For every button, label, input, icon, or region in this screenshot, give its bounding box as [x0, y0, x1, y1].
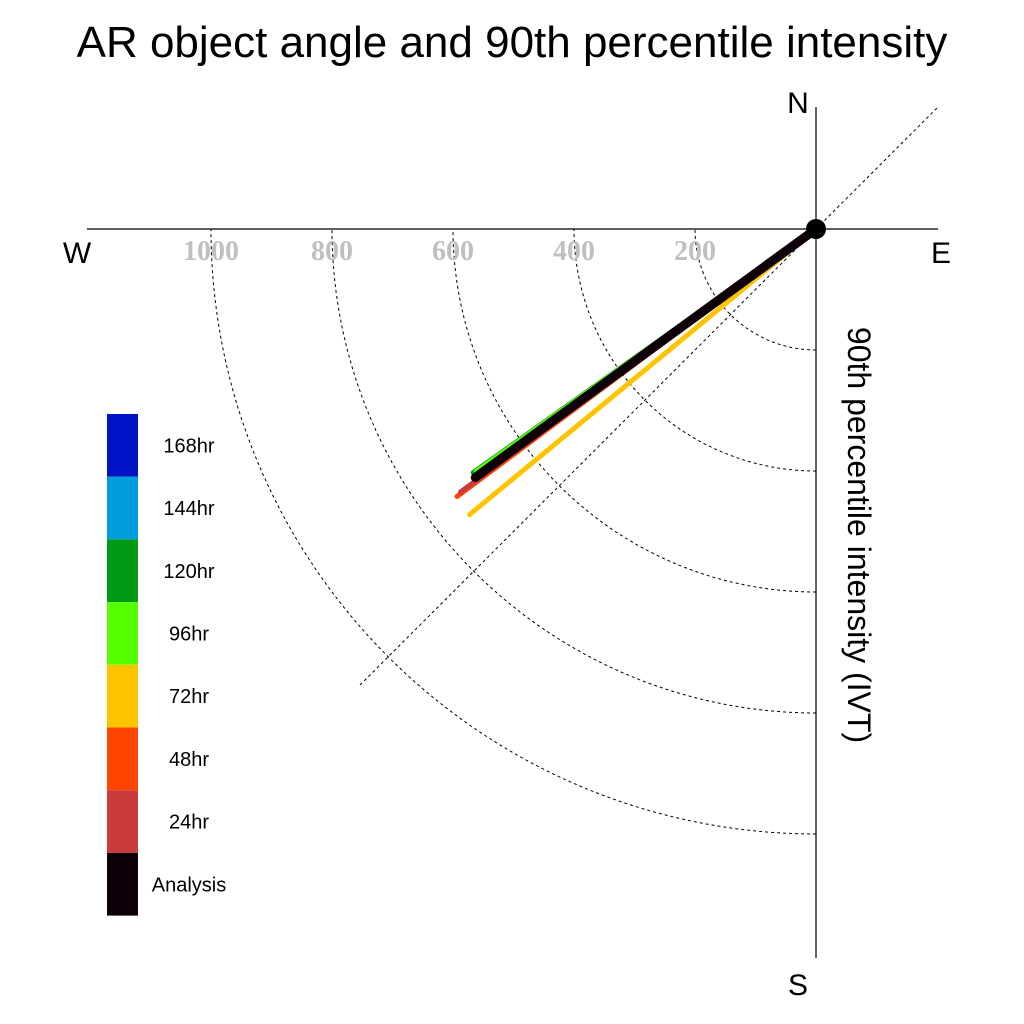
diagonal-reference	[359, 228, 817, 686]
legend-label-96hr: 96hr	[169, 623, 209, 645]
radial-tick-label: 600	[432, 236, 474, 267]
radial-tick-label: 800	[311, 236, 353, 267]
radial-ring	[331, 228, 817, 714]
legend-label-analysis: Analysis	[152, 874, 226, 896]
legend-label-144hr: 144hr	[163, 498, 214, 520]
radial-ring	[452, 228, 817, 593]
legend-swatch-168hr	[107, 414, 138, 477]
legend-label-120hr: 120hr	[163, 561, 214, 583]
radial-ring	[694, 228, 817, 351]
legend-swatch-72hr	[107, 664, 138, 728]
radial-ring	[573, 228, 817, 472]
legend-label-168hr: 168hr	[163, 435, 214, 457]
radial-ring	[210, 228, 817, 835]
north-label: N	[787, 87, 809, 120]
origin-marker	[806, 219, 826, 239]
forecast-vectors	[454, 219, 826, 518]
south-label: S	[788, 969, 808, 1002]
legend-swatch-120hr	[107, 539, 138, 603]
west-label: W	[63, 237, 92, 270]
vector-analysis	[470, 224, 821, 482]
radial-tick-labels: 200 400 600 800 1000	[183, 236, 716, 267]
radial-tick-label: 200	[674, 236, 716, 267]
legend: 168hr 144hr 120hr 96hr 72hr 48hr 24hr Analysis	[107, 414, 226, 916]
legend-label-24hr: 24hr	[169, 812, 209, 834]
radial-tick-label: 400	[553, 236, 595, 267]
legend-label-72hr: 72hr	[169, 686, 209, 708]
diagonal-reference	[815, 106, 939, 230]
legend-swatch-analysis	[107, 852, 138, 916]
legend-swatch-24hr	[107, 790, 138, 853]
radial-tick-label: 1000	[183, 236, 239, 267]
legend-swatch-96hr	[107, 602, 138, 665]
compass-axes	[87, 106, 939, 958]
legend-swatch-48hr	[107, 727, 138, 791]
legend-label-48hr: 48hr	[169, 749, 209, 771]
y-axis-label: 90th percentile intensity (IVT)	[841, 327, 877, 743]
legend-swatch-144hr	[107, 476, 138, 540]
chart-title: AR object angle and 90th percentile inte…	[77, 18, 948, 67]
east-label: E	[931, 237, 951, 270]
